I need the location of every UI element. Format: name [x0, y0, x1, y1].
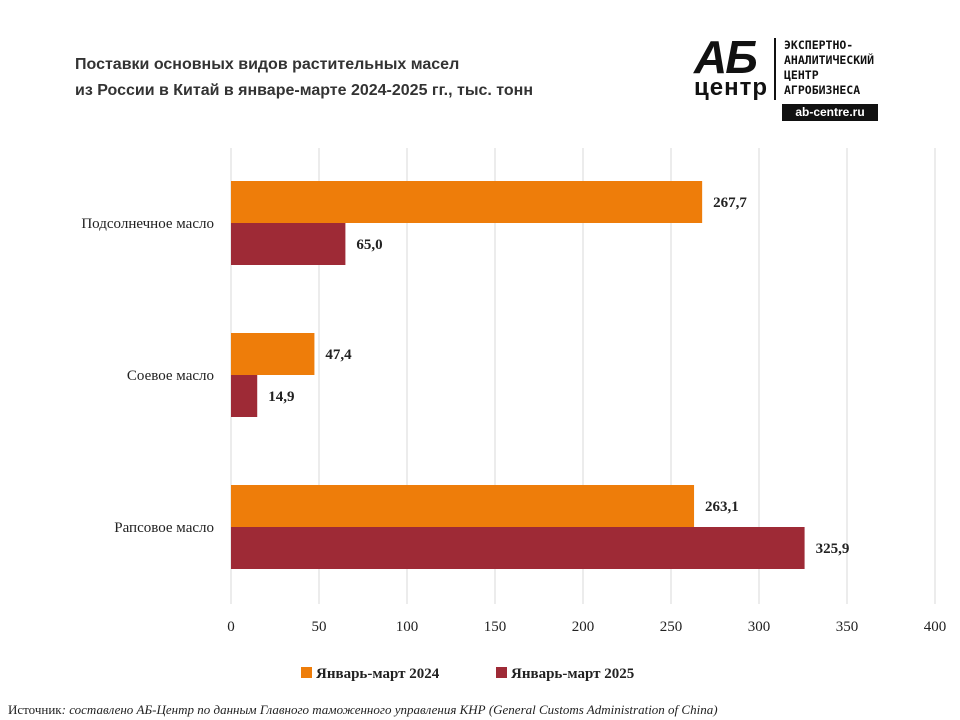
source-note: Источник: составлено АБ-Центр по данным … — [8, 702, 718, 718]
bar — [231, 375, 258, 417]
logo-caption-line: АГРОБИЗНЕСА — [784, 83, 861, 97]
logo-caption-line: АНАЛИТИЧЕСКИЙ — [784, 53, 875, 67]
data-label: 47,4 — [325, 347, 352, 363]
category-label: Рапсовое масло — [114, 520, 214, 536]
data-label: 267,7 — [713, 195, 747, 211]
source-text: : составлено АБ-Центр по данным Главного… — [61, 702, 718, 717]
x-tick-label: 0 — [227, 619, 235, 635]
legend-label: Январь-март 2025 — [511, 666, 634, 682]
title-line-1: Поставки основных видов растительных мас… — [75, 56, 460, 73]
x-tick-label: 150 — [484, 619, 507, 635]
legend-swatch — [301, 667, 312, 678]
source-lead: Источник — [8, 702, 62, 717]
bar — [231, 333, 315, 375]
x-tick-label: 50 — [312, 619, 327, 635]
x-tick-label: 250 — [660, 619, 683, 635]
logo-caption-line: ЦЕНТР — [784, 68, 819, 82]
data-label: 325,9 — [816, 541, 850, 557]
legend-swatch — [496, 667, 507, 678]
data-label: 65,0 — [356, 237, 382, 253]
x-tick-label: 400 — [924, 619, 947, 635]
logo-ab-text: АБ — [694, 31, 758, 83]
legend-label: Январь-март 2024 — [316, 666, 440, 682]
chart-title: Поставки основных видов растительных мас… — [75, 52, 635, 104]
bar — [231, 485, 695, 527]
logo-url: ab-centre.ru — [782, 104, 878, 121]
logo-caption: ЭКСПЕРТНО- АНАЛИТИЧЕСКИЙ ЦЕНТР АГРОБИЗНЕ… — [784, 38, 934, 98]
logo-divider — [774, 38, 776, 100]
logo-mark: АБ центр — [692, 31, 778, 101]
category-label: Соевое масло — [127, 368, 214, 384]
bar — [231, 181, 703, 223]
x-tick-label: 350 — [836, 619, 859, 635]
bar — [231, 527, 805, 569]
title-line-2: из России в Китай в январе-марте 2024-20… — [75, 82, 533, 99]
data-label: 263,1 — [705, 499, 739, 515]
logo-caption-line: ЭКСПЕРТНО- — [784, 38, 854, 52]
data-label: 14,9 — [268, 389, 294, 405]
bar — [231, 223, 346, 265]
x-tick-label: 300 — [748, 619, 771, 635]
bar-chart: 0 50 100 150 200 250 300 350 400 Подсолнечное мас… — [81, 148, 947, 682]
x-tick-label: 200 — [572, 619, 595, 635]
logo-centr-text: центр — [694, 74, 769, 101]
category-label: Подсолнечное масло — [81, 216, 214, 232]
x-tick-label: 100 — [396, 619, 419, 635]
ab-centre-logo: АБ центр ЭКСПЕРТНО- АНАЛИТИЧЕСКИЙ ЦЕНТР … — [692, 31, 930, 122]
